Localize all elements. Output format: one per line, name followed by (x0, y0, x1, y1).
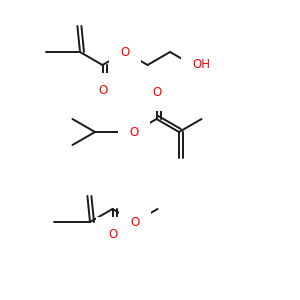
Text: O: O (129, 125, 139, 139)
Text: O: O (120, 46, 130, 59)
Text: OH: OH (193, 58, 211, 71)
Text: O: O (98, 85, 107, 98)
Text: O: O (130, 215, 140, 229)
Text: O: O (108, 229, 117, 242)
Text: O: O (152, 86, 161, 100)
